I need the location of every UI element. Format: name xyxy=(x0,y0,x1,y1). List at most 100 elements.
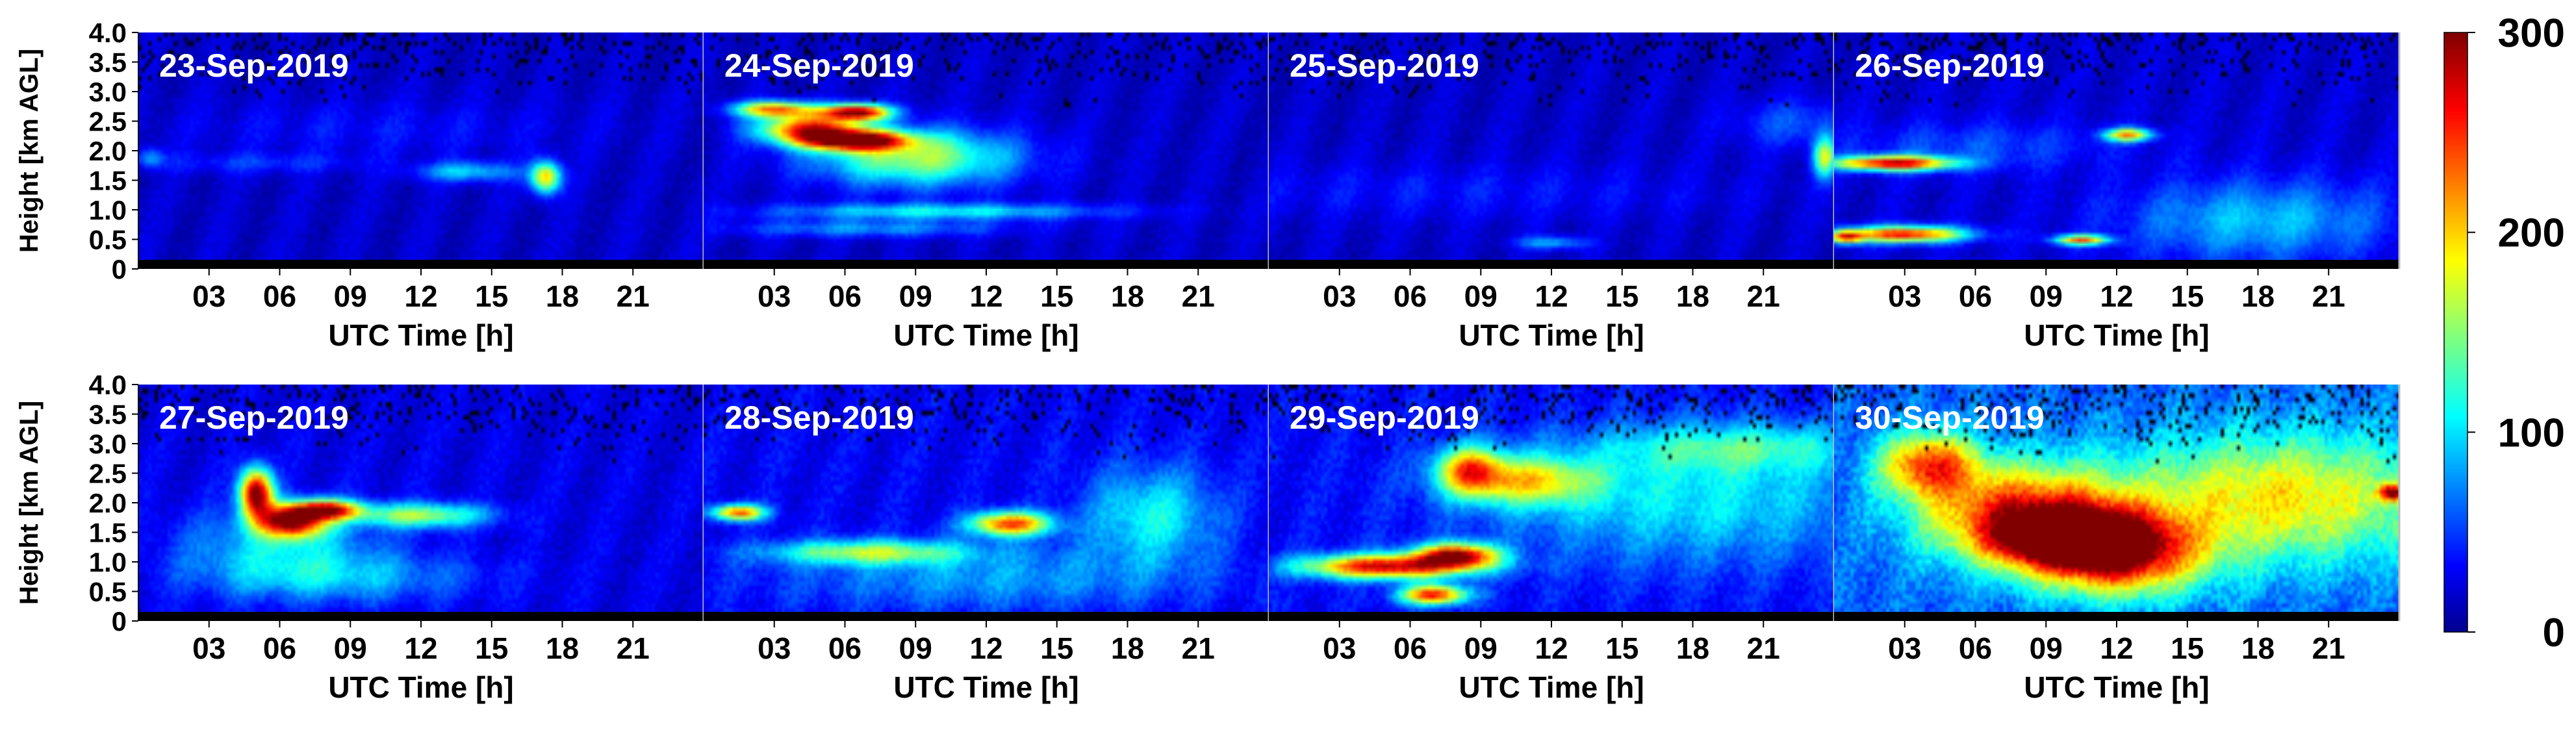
panel-29-Sep-2019: 29-Sep-2019 03 06 09 12 15 18 21 UTC Time [h] xyxy=(1269,385,1835,704)
colorbar: 0 100 200 300 xyxy=(2443,11,2565,655)
x-tick-label: 12 xyxy=(404,631,437,665)
panel-23-Sep-2019: 23-Sep-2019 03 06 09 12 15 18 21 UTC Time [h] xyxy=(138,32,705,352)
bottom-strip xyxy=(704,612,1269,621)
x-tick-label: 06 xyxy=(1394,631,1427,665)
x-tick-label: 03 xyxy=(1888,279,1921,313)
x-tick-label: 12 xyxy=(969,631,1002,665)
x-tick-label: 12 xyxy=(1535,279,1568,313)
panels-layer: 23-Sep-2019 03 06 09 12 15 18 21 UTC Time [h] 24-… xyxy=(15,18,2401,704)
panel-date-label: 30-Sep-2019 xyxy=(1855,399,2045,436)
colorbar-ticks: 0 100 200 300 xyxy=(2468,11,2565,655)
y-tick-label: 0 xyxy=(112,254,127,285)
x-tick-label: 18 xyxy=(1111,279,1144,313)
x-tick-label: 03 xyxy=(758,279,791,313)
x-tick-label: 18 xyxy=(2241,279,2275,313)
panel-24-Sep-2019: 24-Sep-2019 03 06 09 12 15 18 21 UTC Time [h] xyxy=(704,32,1270,352)
heatmap-image xyxy=(704,32,1269,260)
x-axis-label: UTC Time [h] xyxy=(328,670,513,704)
y-tick-label: 3.0 xyxy=(89,77,127,107)
y-tick-label: 0.5 xyxy=(89,225,127,255)
x-tick-label: 18 xyxy=(1676,631,1709,665)
colorbar-gradient xyxy=(2443,32,2468,633)
panel-25-Sep-2019: 25-Sep-2019 03 06 09 12 15 18 21 UTC Time [h] xyxy=(1269,32,1835,352)
x-tick-label: 06 xyxy=(263,631,296,665)
y-tick-label: 4.0 xyxy=(89,370,127,400)
y-axis: 00.51.01.52.02.53.03.54.0 Height [km AGL] xyxy=(15,370,139,637)
x-tick-label: 15 xyxy=(1040,279,1073,313)
x-tick-label: 15 xyxy=(475,279,508,313)
x-tick-label: 03 xyxy=(1888,631,1921,665)
panel-26-Sep-2019: 26-Sep-2019 03 06 09 12 15 18 21 UTC Time [h] xyxy=(1834,32,2401,352)
panel-date-label: 24-Sep-2019 xyxy=(724,47,914,84)
bottom-strip xyxy=(1834,260,2399,269)
y-tick-label: 2.0 xyxy=(89,488,127,518)
heatmap-image xyxy=(1834,385,2399,612)
x-tick-label: 09 xyxy=(899,631,932,665)
y-axis-label: Height [km AGL] xyxy=(15,49,44,253)
x-tick-label: 21 xyxy=(1747,631,1780,665)
x-tick-label: 15 xyxy=(1605,279,1639,313)
panel-30-Sep-2019: 30-Sep-2019 03 06 09 12 15 18 21 UTC Time [h] xyxy=(1834,385,2401,704)
heatmap-image xyxy=(704,385,1269,612)
heatmap-image xyxy=(1834,32,2399,260)
bottom-strip xyxy=(1834,612,2399,621)
x-tick-label: 12 xyxy=(2100,631,2133,665)
y-tick-label: 2.5 xyxy=(89,107,127,137)
x-tick-label: 21 xyxy=(617,279,650,313)
x-tick-label: 06 xyxy=(828,631,861,665)
x-tick-label: 18 xyxy=(546,279,579,313)
colorbar-tick-label: 100 xyxy=(2498,411,2565,455)
x-axis-label: UTC Time [h] xyxy=(2024,670,2209,704)
y-tick-label: 1.5 xyxy=(89,518,127,548)
panel-date-label: 27-Sep-2019 xyxy=(159,399,349,436)
x-axis-label: UTC Time [h] xyxy=(328,318,513,352)
x-axis-label: UTC Time [h] xyxy=(2024,318,2209,352)
panel-27-Sep-2019: 27-Sep-2019 03 06 09 12 15 18 21 UTC Time [h] xyxy=(138,385,705,704)
x-tick-label: 15 xyxy=(1605,631,1639,665)
x-tick-label: 15 xyxy=(1040,631,1073,665)
x-axis-label: UTC Time [h] xyxy=(893,318,1078,352)
x-tick-label: 09 xyxy=(2030,279,2063,313)
panel-date-label: 23-Sep-2019 xyxy=(159,47,349,84)
bottom-strip xyxy=(1269,260,1834,269)
x-tick-label: 03 xyxy=(1323,279,1356,313)
y-axis-label: Height [km AGL] xyxy=(15,401,44,605)
y-axis: 00.51.01.52.02.53.03.54.0 Height [km AGL] xyxy=(15,18,139,285)
bottom-strip xyxy=(138,612,704,621)
x-tick-label: 03 xyxy=(758,631,791,665)
x-tick-label: 06 xyxy=(1959,279,1992,313)
x-tick-label: 06 xyxy=(828,279,861,313)
x-tick-label: 06 xyxy=(1959,631,1992,665)
x-tick-label: 21 xyxy=(1182,631,1215,665)
x-tick-label: 12 xyxy=(404,279,437,313)
bottom-strip xyxy=(704,260,1269,269)
y-tick-label: 3.5 xyxy=(89,47,127,78)
y-tick-label: 1.0 xyxy=(89,195,127,225)
x-tick-label: 18 xyxy=(2241,631,2275,665)
y-tick-label: 3.0 xyxy=(89,429,127,459)
x-tick-label: 09 xyxy=(2030,631,2063,665)
x-tick-label: 21 xyxy=(617,631,650,665)
x-tick-label: 03 xyxy=(192,279,225,313)
x-tick-label: 09 xyxy=(899,279,932,313)
heatmap-image xyxy=(138,32,704,260)
bottom-strip xyxy=(138,260,704,269)
x-tick-label: 21 xyxy=(2312,631,2345,665)
x-tick-label: 09 xyxy=(334,279,367,313)
x-tick-label: 09 xyxy=(334,631,367,665)
y-tick-label: 0.5 xyxy=(89,577,127,607)
x-tick-label: 12 xyxy=(2100,279,2133,313)
colorbar-tick-label: 0 xyxy=(2543,611,2565,655)
y-tick-label: 1.0 xyxy=(89,547,127,577)
panel-date-label: 28-Sep-2019 xyxy=(724,399,914,436)
x-tick-label: 18 xyxy=(1111,631,1144,665)
x-tick-label: 15 xyxy=(2171,279,2204,313)
x-tick-label: 21 xyxy=(1182,279,1215,313)
x-tick-label: 06 xyxy=(263,279,296,313)
colorbar-tick-label: 200 xyxy=(2498,211,2565,256)
x-axis-label: UTC Time [h] xyxy=(1459,670,1644,704)
x-tick-label: 18 xyxy=(1676,279,1709,313)
bottom-strip xyxy=(1269,612,1834,621)
x-axis-label: UTC Time [h] xyxy=(893,670,1078,704)
heatmap-image xyxy=(1269,385,1834,612)
